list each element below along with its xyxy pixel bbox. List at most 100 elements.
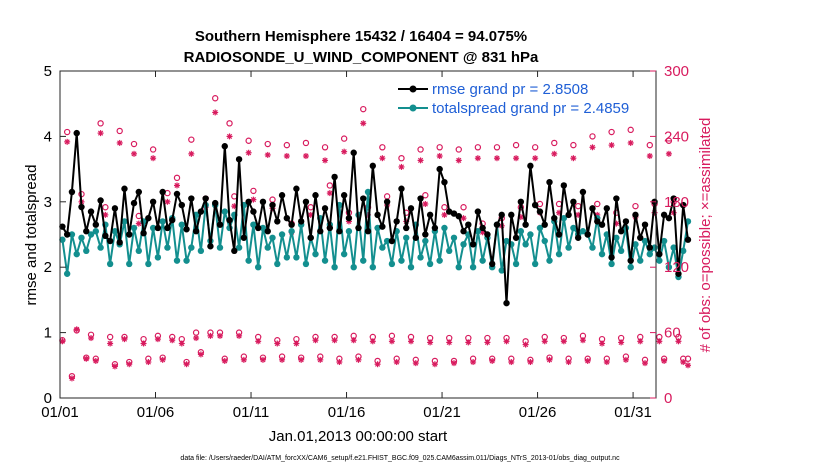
rmse-point — [474, 208, 482, 215]
obs-assimilated-point — [164, 198, 171, 205]
totalspread-point — [555, 250, 563, 258]
obs-assimilated-point — [207, 332, 214, 339]
rmse-point — [469, 241, 477, 248]
obs-possible-point — [264, 140, 271, 148]
obs-assimilated-point — [374, 361, 381, 368]
totalspread-point — [59, 236, 66, 243]
totalspread-point — [312, 250, 319, 258]
obs-assimilated-point — [608, 142, 615, 149]
obs-assimilated-point — [121, 336, 128, 343]
rmse-point — [541, 221, 548, 228]
rmse-point — [441, 178, 448, 186]
rmse-point — [288, 221, 295, 228]
rmse-point — [321, 205, 329, 212]
totalspread-point — [340, 250, 348, 258]
rmse-point — [106, 237, 114, 245]
obs-possible-point — [226, 120, 233, 127]
x-tick-label: 01/11 — [233, 404, 269, 421]
obs-assimilated-point — [298, 356, 305, 363]
obs-assimilated-point — [73, 326, 80, 333]
obs-assimilated-point — [107, 340, 114, 347]
obs-assimilated-point — [427, 339, 434, 346]
totalspread-point — [149, 224, 157, 232]
totalspread-point — [364, 188, 372, 196]
rmse-point — [83, 228, 90, 235]
obs-possible-point — [340, 135, 348, 142]
obs-assimilated-point — [341, 148, 348, 155]
obs-assimilated-point — [508, 359, 515, 366]
totalspread-point — [546, 257, 553, 264]
rmse-point — [598, 221, 606, 228]
rmse-point — [498, 211, 505, 219]
rmse-point — [116, 239, 123, 246]
totalspread-point — [345, 228, 353, 235]
y-right-tick-label: 300 — [664, 63, 689, 80]
obs-assimilated-point — [322, 157, 329, 164]
rmse-point — [555, 231, 563, 238]
rmse-point — [350, 149, 357, 156]
rmse-point — [297, 218, 305, 225]
obs-assimilated-point — [474, 155, 481, 162]
obs-possible-point — [302, 139, 310, 147]
obs-possible-point — [531, 144, 539, 151]
totalspread-point — [503, 237, 510, 245]
totalspread-point — [460, 241, 467, 248]
totalspread-point — [383, 237, 391, 245]
rmse-point — [627, 257, 634, 264]
obs-assimilated-point — [584, 357, 591, 364]
obs-assimilated-point — [369, 338, 376, 345]
rmse-point — [546, 178, 553, 186]
obs-assimilated-point — [603, 359, 610, 366]
obs-assimilated-point — [398, 163, 405, 170]
totalspread-point — [235, 244, 243, 251]
obs-assimilated-point — [642, 360, 649, 367]
rmse-point — [398, 185, 405, 192]
rmse-point — [317, 228, 324, 235]
rmse-point — [336, 228, 343, 235]
totalspread-point — [293, 254, 300, 261]
rmse-point — [145, 214, 152, 222]
totalspread-point — [331, 264, 338, 271]
totalspread-point — [302, 260, 310, 268]
totalspread-point — [527, 231, 534, 238]
chart-title: Southern Hemisphere 15432 / 16404 = 94.0… — [195, 28, 527, 45]
rmse-point — [617, 228, 625, 235]
rmse-point — [383, 198, 391, 205]
obs-assimilated-point — [293, 340, 300, 347]
rmse-point — [159, 188, 166, 196]
obs-assimilated-point — [111, 363, 118, 370]
obs-assimilated-point — [627, 139, 634, 146]
totalspread-point — [245, 257, 252, 264]
totalspread-point — [68, 231, 76, 238]
obs-possible-point — [149, 146, 157, 153]
totalspread-point — [680, 247, 687, 255]
rmse-point — [278, 192, 286, 199]
rmse-point — [78, 203, 85, 211]
y-right-tick-label: 60 — [664, 325, 681, 342]
totalspread-point — [288, 228, 295, 235]
obs-assimilated-point — [656, 338, 663, 345]
rmse-point — [551, 214, 558, 222]
rmse-point — [479, 224, 486, 232]
totalspread-point — [498, 267, 505, 274]
rmse-point — [670, 195, 677, 202]
totalspread-point — [522, 241, 529, 248]
obs-assimilated-point — [551, 150, 558, 157]
obs-assimilated-point — [212, 109, 219, 116]
totalspread-point — [598, 250, 606, 258]
obs-assimilated-point — [135, 220, 142, 227]
rmse-point — [102, 232, 109, 240]
obs-possible-point — [326, 182, 334, 189]
obs-assimilated-point — [331, 337, 338, 344]
rmse-point — [431, 224, 439, 232]
totalspread-point — [613, 234, 620, 241]
obs-possible-point — [212, 95, 219, 102]
rmse-point — [149, 198, 157, 205]
y-axis-left: 0 1 2 3 4 5 — [44, 63, 66, 407]
obs-assimilated-point — [64, 138, 71, 145]
obs-assimilated-point — [422, 200, 429, 207]
obs-assimilated-point — [618, 339, 625, 346]
obs-assimilated-point — [570, 155, 577, 162]
obs-assimilated-point — [116, 139, 123, 146]
series-layer — [59, 95, 692, 382]
